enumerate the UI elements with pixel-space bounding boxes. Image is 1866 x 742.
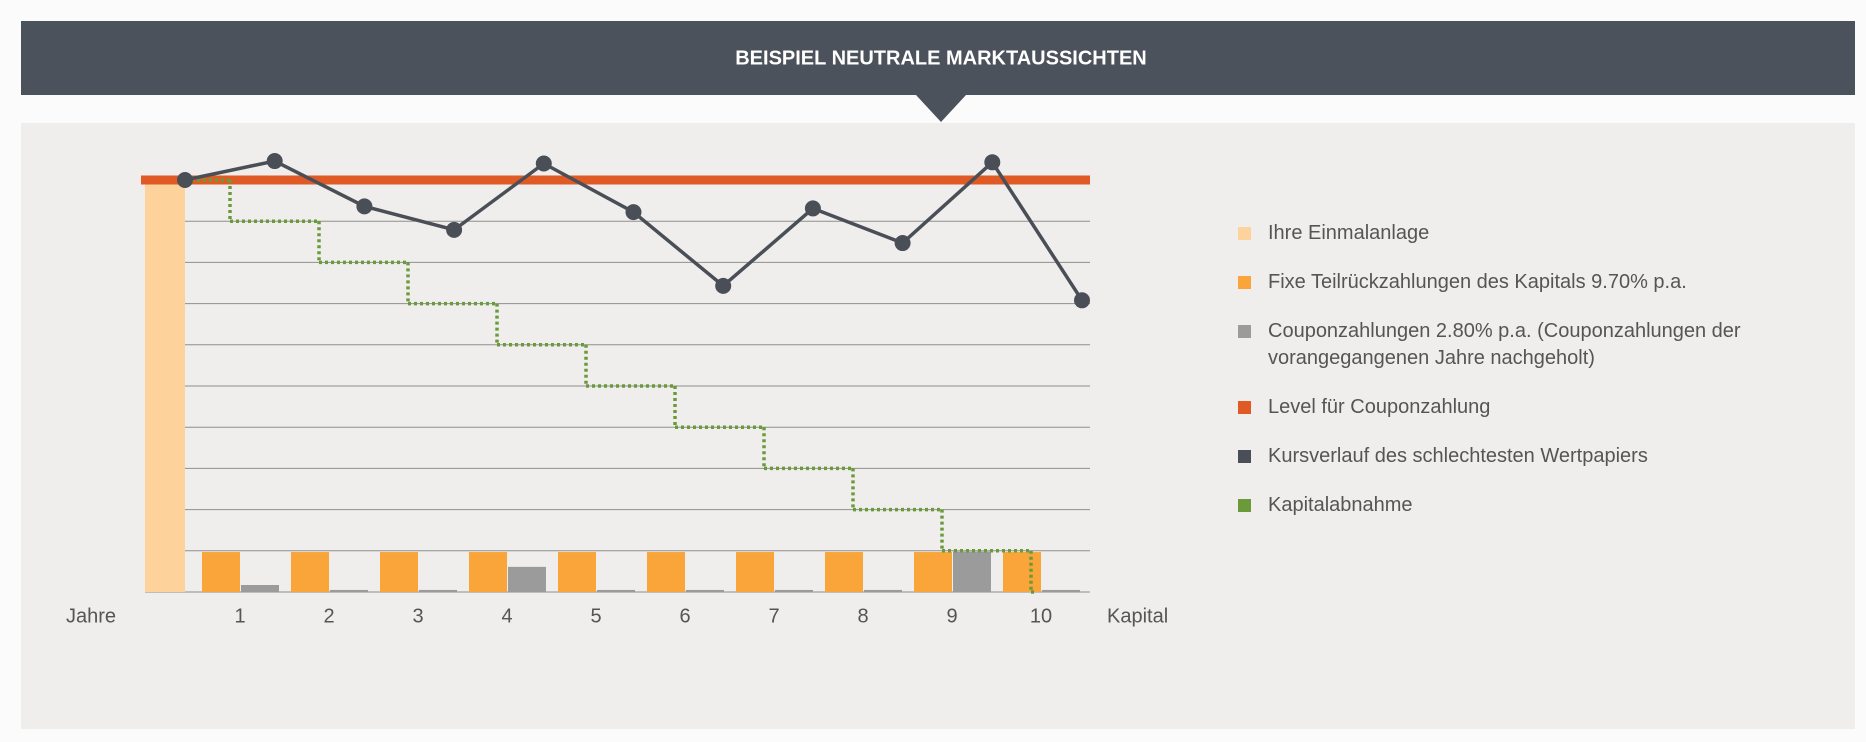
price-point xyxy=(715,277,732,294)
legend: Ihre Einmalanlage Fixe Teilrückzahlungen … xyxy=(1230,220,1850,541)
bar xyxy=(241,584,279,592)
bar xyxy=(469,552,507,592)
legend-item: Kursverlauf des schlechtesten Wertpapier… xyxy=(1230,443,1850,470)
price-point xyxy=(1074,292,1090,309)
price-point xyxy=(266,153,283,170)
price-point xyxy=(625,204,642,221)
price-point xyxy=(177,172,193,188)
price-point xyxy=(446,221,463,238)
legend-item: Fixe Teilrückzahlungen des Kapitals 9.70… xyxy=(1230,269,1850,296)
x-axis-label: Jahre xyxy=(66,605,116,627)
bar xyxy=(330,589,368,592)
bar xyxy=(686,589,724,592)
bar xyxy=(864,589,902,592)
legend-swatch xyxy=(1238,401,1251,414)
bar xyxy=(914,552,952,592)
legend-label: Kursverlauf des schlechtesten Wertpapier… xyxy=(1268,445,1648,467)
legend-label: Couponzahlungen 2.80% p.a. (Couponzahlun… xyxy=(1268,320,1741,369)
x-axis-label: Kapital xyxy=(1107,605,1168,627)
bar xyxy=(825,552,863,592)
initial-bar xyxy=(145,180,185,592)
bar xyxy=(558,552,596,592)
chart-title: BEISPIEL NEUTRALE MARKTAUSSICHTEN xyxy=(735,47,1147,69)
legend-swatch xyxy=(1238,276,1251,289)
legend-swatch xyxy=(1238,499,1251,512)
price-point xyxy=(804,200,821,217)
header xyxy=(21,21,1855,95)
bar xyxy=(419,589,457,592)
x-tick-label: 8 xyxy=(857,605,868,627)
legend-label: Level für Couponzahlung xyxy=(1268,396,1491,418)
legend-swatch xyxy=(1238,450,1251,463)
legend-item: Couponzahlungen 2.80% p.a. (Couponzahlun… xyxy=(1230,318,1850,372)
bar xyxy=(647,552,685,592)
bar xyxy=(597,589,635,592)
bar xyxy=(380,552,418,592)
x-tick-label: 9 xyxy=(946,605,957,627)
bar xyxy=(953,551,991,592)
legend-swatch xyxy=(1238,227,1251,240)
price-point xyxy=(984,154,1001,171)
legend-label: Ihre Einmalanlage xyxy=(1268,222,1430,244)
legend-item: Level für Couponzahlung xyxy=(1230,394,1850,421)
bar xyxy=(1003,552,1041,592)
legend-label: Kapitalabnahme xyxy=(1268,494,1413,516)
x-tick-label: 5 xyxy=(590,605,601,627)
x-tick-label: 3 xyxy=(412,605,423,627)
bar xyxy=(202,552,240,592)
x-tick-label: 1 xyxy=(234,605,245,627)
bar xyxy=(775,589,813,592)
bar xyxy=(1042,589,1080,592)
bar xyxy=(291,552,329,592)
legend-item: Ihre Einmalanlage xyxy=(1230,220,1850,247)
price-point xyxy=(894,235,911,252)
bar xyxy=(736,552,774,592)
x-tick-label: 4 xyxy=(501,605,512,627)
panel xyxy=(21,123,1855,729)
price-point xyxy=(535,155,552,172)
x-tick-label: 6 xyxy=(679,605,690,627)
bar xyxy=(508,566,546,592)
header-pointer xyxy=(916,95,966,122)
legend-swatch xyxy=(1238,325,1251,338)
legend-item: Kapitalabnahme xyxy=(1230,492,1850,519)
price-point xyxy=(356,198,373,215)
x-tick-label: 7 xyxy=(768,605,779,627)
legend-label: Fixe Teilrückzahlungen des Kapitals 9.70… xyxy=(1268,271,1687,293)
x-tick-label: 2 xyxy=(323,605,334,627)
x-tick-label: 10 xyxy=(1030,605,1052,627)
